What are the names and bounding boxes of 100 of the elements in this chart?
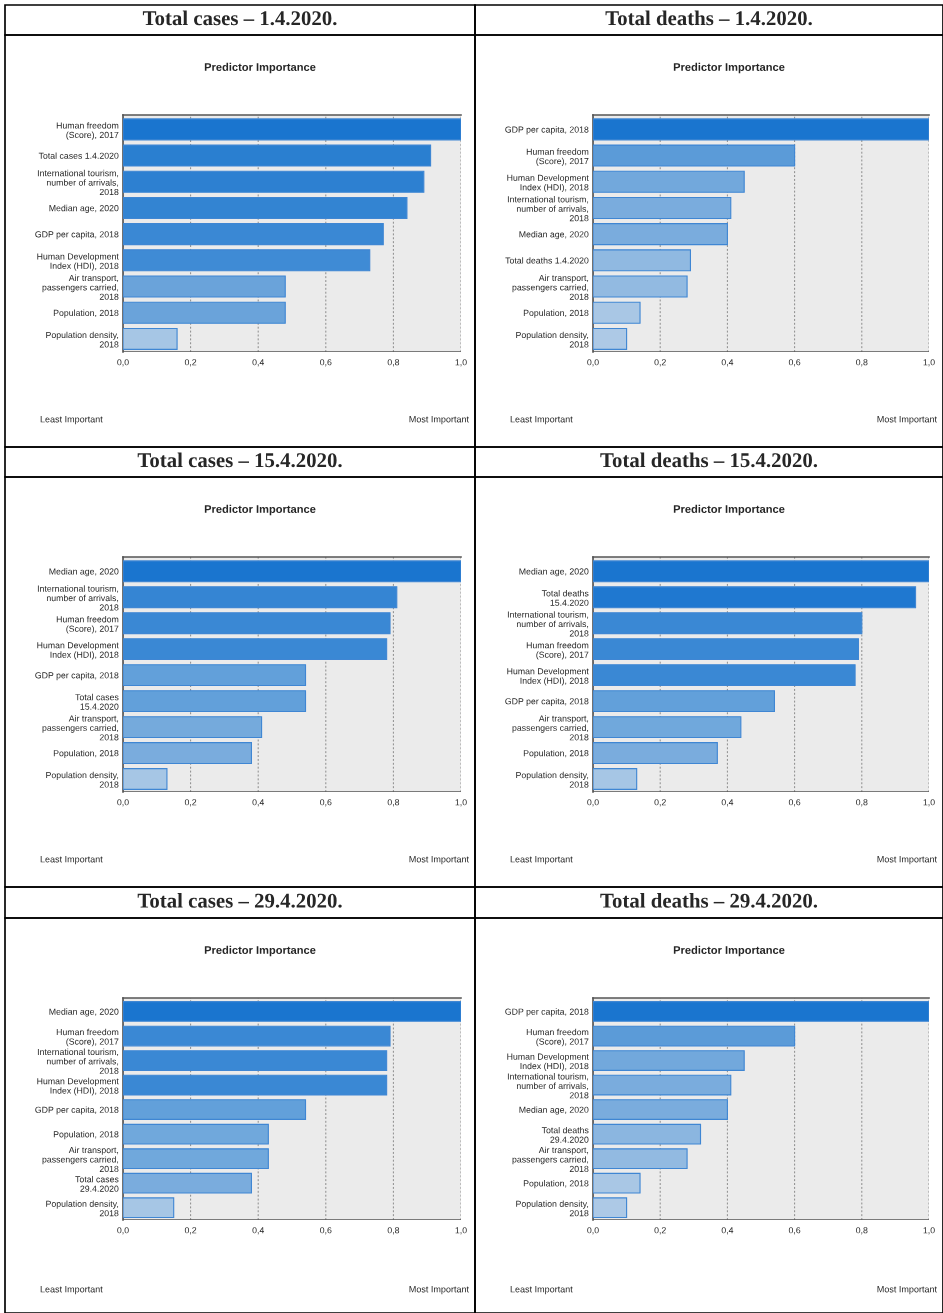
bar [593,560,929,583]
x-tick-label: 0,0 [117,359,129,367]
y-tick-label: Median age, 2020 [519,230,589,240]
text: Most Important [877,416,937,425]
y-tick-label: Air transport, passengers carried, 2018 [512,715,589,741]
text: Least Important [510,856,573,865]
bar [593,1099,728,1120]
chart-subtitle: Predictor Importance [673,504,785,516]
x-tick-label: 0,2 [654,1227,666,1235]
text: Most Important [409,856,469,865]
chart-title: Total deaths – 1.4.2020. [605,10,812,26]
bar [123,170,425,193]
y-tick-label: International tourism, number of arrivals, 2018 [507,611,589,637]
y-tick-label: Air transport, passengers carried, 2018 [42,1146,119,1172]
y-tick-label: International tourism, number of arrivals, 2018 [37,585,119,611]
y-tick-label: Air transport, passengers carried, 2018 [512,274,589,300]
bar [123,327,178,350]
y-tick-label: Human freedom (Score), 2017 [56,615,119,634]
y-tick-label: Air transport, passengers carried, 2018 [42,715,119,741]
x-tick-label: 1,0 [923,1227,935,1235]
bar [123,1050,388,1071]
y-tick-label: Median age, 2020 [519,568,589,577]
x-tick-label: 0,4 [721,799,734,807]
x-tick-label: 0,6 [788,1227,801,1235]
y-tick-label: Population, 2018 [53,749,119,759]
chart-subtitle: Predictor Importance [673,945,785,957]
y-tick-label: Population density, 2018 [516,771,589,788]
bar [593,1050,745,1071]
x-tick-label: 1,0 [923,359,935,367]
x-tick-label: 0,0 [587,1227,599,1235]
bar [123,1123,269,1145]
bar [123,1148,269,1170]
bar [123,638,388,661]
x-tick-label: 0,4 [252,1227,265,1235]
bar [123,275,286,298]
x-tick-label: 1,0 [455,359,467,367]
x-tick-label: 0,8 [387,799,400,807]
x-tick-label: 0,2 [184,359,197,367]
bar [593,1148,688,1170]
text: Least Important [510,416,573,425]
x-tick-label: 0,4 [252,359,265,367]
y-tick-label: Total cases 15.4.2020 [75,693,119,710]
text: Least Important [40,416,103,425]
bar [123,301,286,324]
y-tick-label: International tourism, number of arrivals, 2018 [507,1073,589,1099]
bar [123,1172,252,1194]
y-tick-label: Human Development Index (HDI), 2018 [507,174,589,193]
chart-subtitle: Predictor Importance [673,62,785,74]
x-tick-label: 1,0 [923,799,935,807]
x-tick-label: 0,8 [387,359,400,367]
x-tick-label: 0,4 [721,359,734,367]
bar [123,1025,391,1047]
y-tick-label: Population density, 2018 [46,1200,119,1217]
bar [123,664,307,687]
bar [123,249,371,272]
bar [593,170,745,193]
y-tick-label: Population, 2018 [523,749,589,759]
y-tick-label: Population, 2018 [53,309,119,318]
bar [123,223,384,246]
text: Most Important [409,1286,469,1295]
bar [123,1001,461,1022]
bar [593,1025,796,1047]
y-tick-label: Population density, 2018 [516,331,589,348]
y-tick-label: Population, 2018 [523,1180,589,1189]
chart-title: Total deaths – 29.4.2020. [600,893,818,908]
y-tick-label: GDP per capita, 2018 [505,697,589,707]
y-tick-label: Human freedom (Score), 2017 [526,148,589,166]
chart-subtitle: Predictor Importance [204,504,316,516]
bar [593,301,641,324]
y-tick-label: Population density, 2018 [46,771,119,788]
y-tick-label: GDP per capita, 2018 [505,126,589,135]
x-tick-label: 0,4 [721,1227,734,1235]
bar [593,742,718,764]
text: Most Important [877,1286,937,1295]
chart-title: Total deaths – 15.4.2020. [600,452,818,468]
bar [593,612,863,635]
x-tick-label: 0,8 [856,1227,868,1235]
y-tick-label: Human freedom (Score), 2017 [56,1028,119,1047]
bar [593,664,856,687]
y-tick-label: Human freedom (Score), 2017 [56,122,119,140]
text: Least Important [40,1286,103,1295]
y-tick-label: GDP per capita, 2018 [35,230,119,240]
x-tick-label: 0,2 [654,359,666,367]
chart-title: Total cases – 29.4.2020. [137,893,342,908]
y-tick-label: Total deaths 15.4.2020 [541,590,589,606]
bar [593,275,688,298]
bar [593,690,775,713]
bar [123,716,263,739]
bar [593,716,742,739]
chart-title: Total cases – 15.4.2020. [137,452,342,468]
x-tick-label: 0,0 [587,799,599,807]
bar [123,1099,307,1120]
x-tick-label: 0,6 [320,359,332,367]
bar [123,690,307,713]
bar [593,638,859,661]
x-tick-label: 0,8 [856,359,868,367]
bar [123,144,432,167]
y-tick-label: Population, 2018 [53,1130,119,1140]
bar [593,1172,641,1194]
y-tick-label: Population, 2018 [523,309,589,318]
